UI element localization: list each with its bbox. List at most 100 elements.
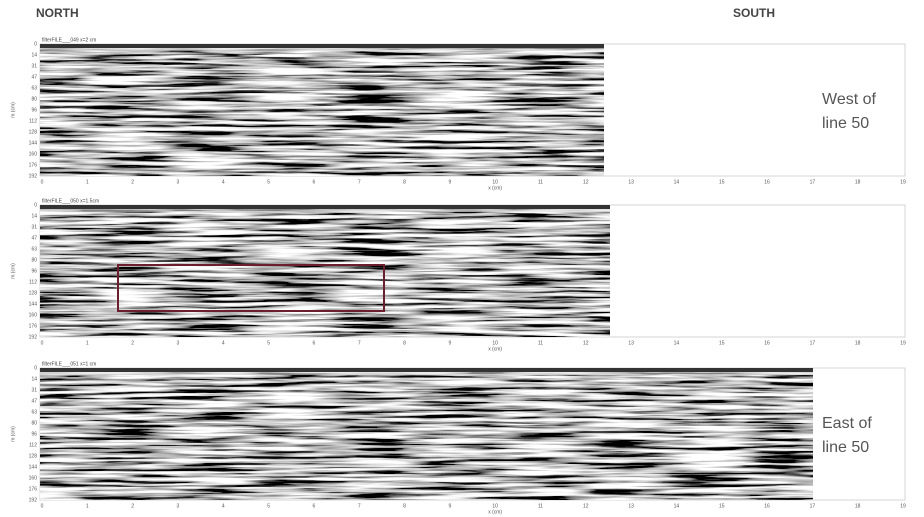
y-axis-label: m (cm) bbox=[10, 102, 16, 118]
x-tick-label: 4 bbox=[222, 179, 225, 185]
y-tick-label: 192 bbox=[29, 334, 38, 340]
y-axis-label: m (cm) bbox=[10, 263, 16, 279]
x-tick-label: 10 bbox=[492, 179, 498, 185]
x-tick-label: 10 bbox=[492, 503, 498, 509]
x-tick-label: 9 bbox=[448, 340, 451, 346]
x-tick-label: 18 bbox=[855, 340, 861, 346]
x-tick-label: 13 bbox=[628, 340, 634, 346]
y-tick-label: 63 bbox=[31, 85, 37, 91]
y-tick-label: 112 bbox=[29, 442, 37, 448]
y-tick-label: 96 bbox=[31, 107, 37, 113]
x-tick-label: 5 bbox=[267, 503, 270, 509]
y-tick-label: 31 bbox=[31, 63, 37, 69]
side-label: West of bbox=[822, 91, 877, 108]
x-tick-label: 12 bbox=[583, 179, 589, 185]
x-tick-label: 19 bbox=[900, 503, 906, 509]
x-axis-label: x (cm) bbox=[488, 185, 502, 191]
y-tick-label: 192 bbox=[29, 497, 38, 503]
x-tick-label: 0 bbox=[41, 179, 44, 185]
surface-band bbox=[40, 205, 610, 209]
x-tick-label: 9 bbox=[448, 179, 451, 185]
south-label: SOUTH bbox=[733, 6, 775, 20]
x-tick-label: 1 bbox=[86, 340, 89, 346]
y-tick-label: 31 bbox=[31, 387, 37, 393]
x-tick-label: 8 bbox=[403, 179, 406, 185]
x-tick-label: 0 bbox=[41, 340, 44, 346]
x-tick-label: 16 bbox=[764, 179, 770, 185]
x-tick-label: 15 bbox=[719, 340, 725, 346]
x-tick-label: 16 bbox=[764, 340, 770, 346]
radargram bbox=[40, 44, 604, 176]
x-tick-label: 4 bbox=[222, 340, 225, 346]
y-tick-label: 160 bbox=[29, 312, 38, 318]
y-tick-label: 96 bbox=[31, 268, 37, 274]
x-tick-label: 6 bbox=[313, 340, 316, 346]
y-tick-label: 47 bbox=[31, 74, 37, 80]
x-tick-label: 18 bbox=[855, 503, 861, 509]
y-tick-label: 96 bbox=[31, 431, 37, 437]
x-tick-label: 13 bbox=[628, 503, 634, 509]
y-tick-label: 0 bbox=[34, 365, 37, 371]
x-tick-label: 16 bbox=[764, 503, 770, 509]
y-tick-label: 176 bbox=[29, 162, 38, 168]
x-tick-label: 2 bbox=[131, 179, 134, 185]
y-tick-label: 112 bbox=[29, 279, 37, 285]
y-tick-label: 160 bbox=[29, 151, 38, 157]
x-tick-label: 0 bbox=[41, 503, 44, 509]
x-tick-label: 8 bbox=[403, 340, 406, 346]
x-tick-label: 14 bbox=[674, 179, 680, 185]
side-label: East of bbox=[822, 415, 872, 432]
y-tick-label: 63 bbox=[31, 246, 37, 252]
y-tick-label: 144 bbox=[29, 140, 38, 146]
x-tick-label: 17 bbox=[810, 179, 816, 185]
x-tick-label: 2 bbox=[131, 340, 134, 346]
highlight-box bbox=[117, 264, 385, 312]
y-tick-label: 0 bbox=[34, 41, 37, 47]
x-tick-label: 11 bbox=[538, 179, 543, 185]
y-tick-label: 128 bbox=[29, 129, 38, 135]
surface-band-light bbox=[40, 209, 610, 212]
x-tick-label: 3 bbox=[177, 503, 180, 509]
surface-band-light bbox=[40, 48, 604, 51]
y-tick-label: 80 bbox=[31, 96, 37, 102]
x-tick-label: 11 bbox=[538, 340, 543, 346]
radargram bbox=[40, 205, 610, 337]
y-tick-label: 144 bbox=[29, 464, 38, 470]
x-tick-label: 6 bbox=[313, 503, 316, 509]
x-tick-label: 15 bbox=[719, 179, 725, 185]
x-tick-label: 11 bbox=[538, 503, 543, 509]
y-tick-label: 112 bbox=[29, 118, 37, 124]
y-tick-label: 47 bbox=[31, 235, 37, 241]
y-tick-label: 128 bbox=[29, 453, 38, 459]
y-tick-label: 192 bbox=[29, 173, 38, 179]
y-tick-label: 176 bbox=[29, 323, 38, 329]
x-tick-label: 1 bbox=[86, 503, 89, 509]
x-tick-label: 2 bbox=[131, 503, 134, 509]
y-tick-label: 14 bbox=[31, 376, 37, 382]
x-tick-label: 8 bbox=[403, 503, 406, 509]
x-tick-label: 4 bbox=[222, 503, 225, 509]
north-label: NORTH bbox=[36, 6, 79, 20]
x-tick-label: 15 bbox=[719, 503, 725, 509]
x-tick-label: 7 bbox=[358, 503, 361, 509]
x-tick-label: 18 bbox=[855, 179, 861, 185]
x-tick-label: 12 bbox=[583, 503, 589, 509]
y-tick-label: 144 bbox=[29, 301, 38, 307]
side-label: line 50 bbox=[822, 115, 869, 132]
x-tick-label: 19 bbox=[900, 340, 906, 346]
y-tick-label: 14 bbox=[31, 52, 37, 58]
panel-title: filterFILE___051 x=1 cm bbox=[42, 361, 96, 367]
y-tick-label: 80 bbox=[31, 420, 37, 426]
x-tick-label: 17 bbox=[810, 340, 816, 346]
x-tick-label: 10 bbox=[492, 340, 498, 346]
x-tick-label: 14 bbox=[674, 340, 680, 346]
x-tick-label: 12 bbox=[583, 340, 589, 346]
y-tick-label: 0 bbox=[34, 202, 37, 208]
y-axis-label: m (cm) bbox=[10, 426, 16, 442]
x-tick-label: 19 bbox=[900, 179, 906, 185]
y-tick-label: 128 bbox=[29, 290, 38, 296]
x-tick-label: 3 bbox=[177, 179, 180, 185]
y-tick-label: 176 bbox=[29, 486, 38, 492]
x-tick-label: 7 bbox=[358, 340, 361, 346]
x-tick-label: 3 bbox=[177, 340, 180, 346]
